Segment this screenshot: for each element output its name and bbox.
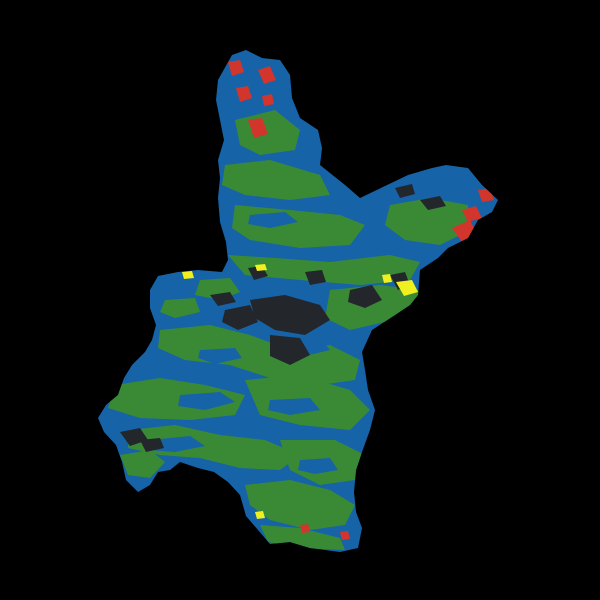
vegetation-patches bbox=[108, 110, 470, 550]
yellow-patches bbox=[182, 264, 418, 519]
land-cover-layer bbox=[108, 60, 494, 550]
urban-patches bbox=[120, 184, 446, 452]
